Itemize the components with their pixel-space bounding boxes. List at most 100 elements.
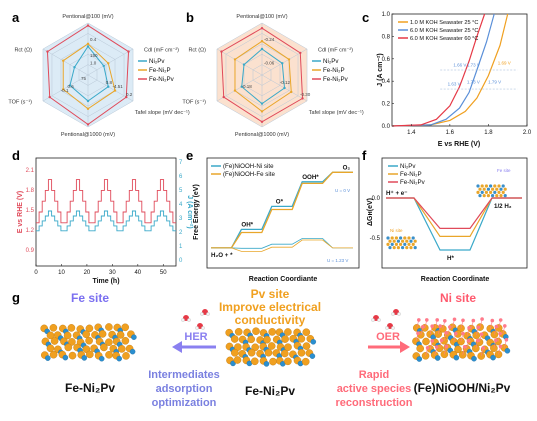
y-tick-label-left: 1.8 <box>26 188 35 194</box>
crystal-structure-left <box>40 323 137 362</box>
legend-entry: Ni₂Pv <box>323 58 339 65</box>
atom-o <box>421 325 425 329</box>
y-tick-label: -0.5 <box>370 236 381 242</box>
radar-chart-a: Pentional@100 (mV) Cdl (mF cm⁻²) Tafel slo… <box>8 14 189 138</box>
y-tick-label: 1.0 <box>382 12 391 18</box>
radar-axis-label: Pentional@100 (mV) <box>62 14 113 20</box>
atom-ni <box>284 357 292 366</box>
atom <box>482 187 486 191</box>
atom <box>497 184 501 188</box>
atom-ni <box>85 336 93 345</box>
atom <box>491 194 495 198</box>
atom <box>390 242 394 246</box>
right-desc-2: active species <box>337 383 412 395</box>
atom-ni <box>268 328 277 336</box>
fe-site-label: Fe site <box>71 291 109 305</box>
atom-o <box>466 338 471 343</box>
chart-c-annotation: 1.79 V <box>488 79 501 84</box>
right-desc-1: Rapid <box>359 369 390 381</box>
atom-o <box>417 318 421 322</box>
atom-ni <box>250 357 259 366</box>
chart-c-annotation: 1.66 V <box>453 63 466 68</box>
atom-p <box>45 355 51 361</box>
her-arrowhead <box>172 341 182 353</box>
atom-ni <box>230 335 239 343</box>
y-tick-label-right: 5 <box>179 188 183 194</box>
atom-o <box>443 319 447 323</box>
left-desc-2: adsorption <box>156 383 213 395</box>
chart-f-legend-entry: Fe-Ni₂P <box>400 171 422 178</box>
atom <box>401 239 405 243</box>
atom <box>413 246 417 250</box>
y-tick-label-right: 2 <box>179 230 183 236</box>
chart-d-xlabel: Time (h) <box>92 278 119 285</box>
atom-ni <box>105 338 113 347</box>
atom-p <box>131 334 137 340</box>
atom-o <box>444 331 448 335</box>
crystal-structure-right <box>412 317 511 362</box>
atom-o <box>462 345 467 349</box>
pv-site-line3: conductivity <box>235 313 306 327</box>
chart-c-series-1 <box>391 13 495 127</box>
atom-ni <box>247 348 256 357</box>
radar-tick-label: -0.24 <box>264 37 275 42</box>
chart-f-series-2 <box>386 197 522 229</box>
hydrogen-atom <box>206 312 210 316</box>
atom-ni <box>121 336 130 345</box>
chart-e-state-label: OH* <box>241 221 253 228</box>
radar-point <box>107 62 110 65</box>
radar-tick-label: -0.18 <box>241 84 252 89</box>
atom <box>491 187 495 191</box>
radar-tick-label: 150 <box>90 53 98 58</box>
chart-c-series-2 <box>391 13 486 127</box>
hydrogen-atom <box>200 312 204 316</box>
radar-point <box>48 95 51 99</box>
radar-chart-b: Pentional@100 (mV) Cdl (mF cm⁻²) Tafel slo… <box>182 14 363 138</box>
radar-point <box>86 42 90 45</box>
radar-point <box>107 85 110 88</box>
y-tick-label: 0.0 <box>372 196 381 202</box>
atom-ni <box>63 331 72 340</box>
atom-o <box>438 324 443 328</box>
atom-o <box>476 325 481 330</box>
radar-point <box>240 85 243 88</box>
atom-ni <box>251 343 259 352</box>
pv-site-line2: Improve electrical <box>219 300 321 314</box>
atom-p <box>116 355 122 362</box>
atom <box>413 239 417 243</box>
radar-point <box>220 50 223 53</box>
molecule-icons <box>181 309 401 330</box>
y-tick-label: 0.8 <box>382 34 391 40</box>
atom-ni <box>247 335 255 344</box>
chart-c-frame <box>391 13 528 127</box>
atom-ni <box>422 337 430 346</box>
radar-axis-label: Tafel slope (mV dec⁻¹) <box>135 110 190 116</box>
radar-point <box>86 24 90 27</box>
panel-label-f: f <box>362 148 367 163</box>
atom <box>394 236 398 240</box>
chart-c-legend-entry: 6.0 M KOH Seawater 25 °C <box>410 28 478 34</box>
radar-tick-label: -0.06 <box>264 61 275 66</box>
atom-p <box>129 348 136 355</box>
atom-ni <box>302 328 311 337</box>
atom-ni <box>263 335 271 344</box>
hydrogen-atom <box>187 318 191 322</box>
atom-ni <box>284 328 292 336</box>
atom-o <box>494 324 499 329</box>
atom-ni <box>68 351 77 360</box>
chart-e-state-label: O* <box>276 198 284 205</box>
radar-tick-label: -0.30 <box>300 92 311 97</box>
chart-f-ylabel: ΔGʜ(eV) <box>367 198 374 226</box>
radar-axis-label: Rct (Ω) <box>188 48 206 54</box>
panel-label-g: g <box>12 290 20 305</box>
atom <box>495 194 499 198</box>
radar-point <box>222 95 225 99</box>
chart-c-annotation: 1.69 V <box>498 60 511 65</box>
atom-ni <box>302 342 311 350</box>
atom <box>497 190 501 194</box>
atom-o <box>471 318 476 323</box>
atom <box>403 242 407 246</box>
hydrogen-atom <box>385 326 389 330</box>
chart-c-legend-entry: 6.0 M KOH Seawater 60 °C <box>410 36 478 42</box>
chart-f-legend-entry: Fe-Ni₂Pv <box>400 179 426 186</box>
